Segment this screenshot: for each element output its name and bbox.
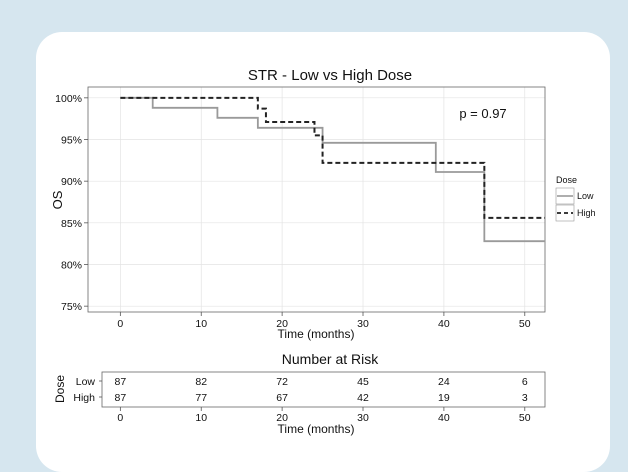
km-series-low [120, 96, 545, 243]
p-value-annotation: p = 0.97 [459, 106, 506, 121]
risk-x-tick-label: 50 [519, 412, 531, 424]
risk-x-tick-label: 40 [438, 412, 450, 424]
x-axis-label: Time (months) [278, 327, 355, 341]
legend-label-low: Low [577, 191, 594, 201]
y-tick-label: 80% [61, 260, 82, 272]
grid [88, 87, 545, 312]
risk-cell-low: 87 [115, 376, 127, 388]
risk-cell-high: 42 [357, 392, 369, 404]
risk-x-tick-label: 30 [357, 412, 369, 424]
risk-table: Number at Risk Dose Low High 87 82 72 45 24 6… [53, 351, 546, 436]
survival-figure: STR - Low vs High Dose 75% 80% 85% 90% 95% 10… [50, 67, 596, 436]
risk-x-tick-label: 20 [276, 412, 288, 424]
legend-title: Dose [556, 175, 577, 185]
km-plot: STR - Low vs High Dose 75% 80% 85% 90% 95% 10… [50, 67, 596, 341]
legend-label-high: High [577, 208, 596, 218]
y-tick-label: 95% [61, 135, 82, 147]
risk-cell-low: 72 [276, 376, 288, 388]
x-tick-label: 50 [519, 318, 531, 330]
x-tick-label: 0 [117, 318, 123, 330]
risk-cell-high: 87 [115, 392, 127, 404]
km-series-high [120, 96, 545, 219]
figure-card [36, 32, 610, 472]
risk-table-title: Number at Risk [282, 351, 379, 367]
x-tick-label: 10 [195, 318, 207, 330]
risk-cell-high: 77 [195, 392, 207, 404]
y-axis-label: OS [50, 190, 65, 209]
risk-cell-low: 24 [438, 376, 450, 388]
risk-row-label-high: High [73, 392, 95, 404]
risk-cell-high: 3 [522, 392, 528, 404]
risk-cell-low: 6 [522, 376, 528, 388]
chart-title: STR - Low vs High Dose [248, 67, 412, 84]
risk-cell-low: 45 [357, 376, 369, 388]
x-tick-label: 30 [357, 318, 369, 330]
x-tick-label: 40 [438, 318, 450, 330]
y-tick-label: 85% [61, 218, 82, 230]
risk-cell-low: 82 [195, 376, 207, 388]
x-tick-label: 20 [276, 318, 288, 330]
risk-table-y-label: Dose [53, 375, 67, 403]
risk-x-tick-labels: 0 10 20 30 40 50 [117, 407, 531, 424]
risk-cells: 87 82 72 45 24 6 87 77 67 42 19 3 [99, 376, 528, 404]
risk-table-x-label: Time (months) [278, 422, 355, 436]
y-tick-label: 75% [61, 301, 82, 313]
plot-frame [87, 86, 546, 313]
risk-cell-high: 67 [276, 392, 288, 404]
risk-row-label-low: Low [76, 376, 96, 388]
risk-x-tick-label: 10 [195, 412, 207, 424]
risk-cell-high: 19 [438, 392, 450, 404]
x-tick-labels: 0 10 20 30 40 50 [117, 312, 531, 330]
y-tick-label: 100% [55, 93, 82, 105]
y-tick-labels: 75% 80% 85% 90% 95% 100% [55, 93, 88, 313]
risk-table-frame [101, 371, 546, 408]
series-layer [120, 96, 545, 243]
legend: Dose Low High [555, 175, 596, 222]
y-tick-label: 90% [61, 176, 82, 188]
risk-x-tick-label: 0 [117, 412, 123, 424]
